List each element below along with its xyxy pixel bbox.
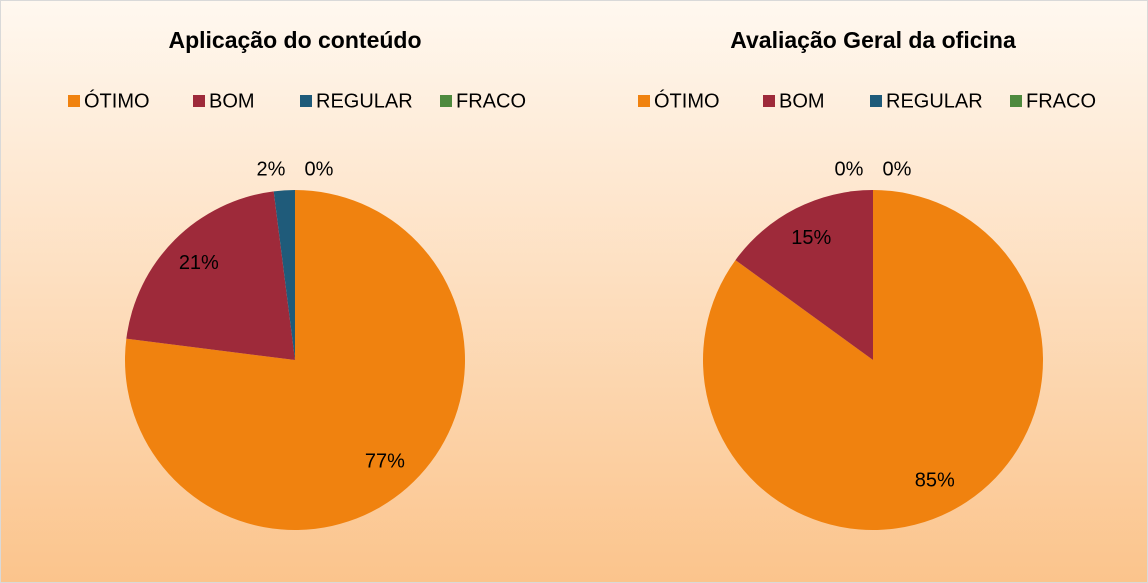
legend-swatch	[763, 95, 775, 107]
legend-label: ÓTIMO	[654, 89, 720, 112]
data-label: 0%	[883, 158, 912, 180]
data-label: 2%	[257, 158, 286, 180]
legend-swatch	[1010, 95, 1022, 107]
legend-label: REGULAR	[886, 90, 983, 112]
legend-swatch	[68, 95, 80, 107]
legend-label: FRACO	[1026, 90, 1096, 112]
data-label: 0%	[835, 158, 864, 180]
legend-swatch	[638, 95, 650, 107]
pie-slice	[735, 190, 873, 360]
legend-label: REGULAR	[316, 90, 413, 112]
legend-swatch	[440, 95, 452, 107]
legend-swatch	[870, 95, 882, 107]
pie-slice	[703, 189, 1044, 530]
legend-label: ÓTIMO	[84, 89, 150, 112]
legend-swatch	[300, 95, 312, 107]
data-label: 15%	[791, 227, 831, 249]
chart-title: Avaliação Geral da oficina	[730, 27, 1016, 53]
legend-swatch	[193, 95, 205, 107]
data-label: 85%	[915, 469, 955, 491]
pie-slice	[273, 190, 295, 360]
chart-title: Aplicação do conteúdo	[168, 27, 421, 53]
data-label: 0%	[305, 158, 334, 180]
legend-label: BOM	[779, 90, 825, 112]
pie-slice	[125, 190, 466, 530]
pie-slice	[126, 191, 295, 360]
data-label: 21%	[179, 252, 219, 274]
data-label: 77%	[365, 450, 405, 472]
legend-label: BOM	[209, 90, 255, 112]
legend-label: FRACO	[456, 90, 526, 112]
